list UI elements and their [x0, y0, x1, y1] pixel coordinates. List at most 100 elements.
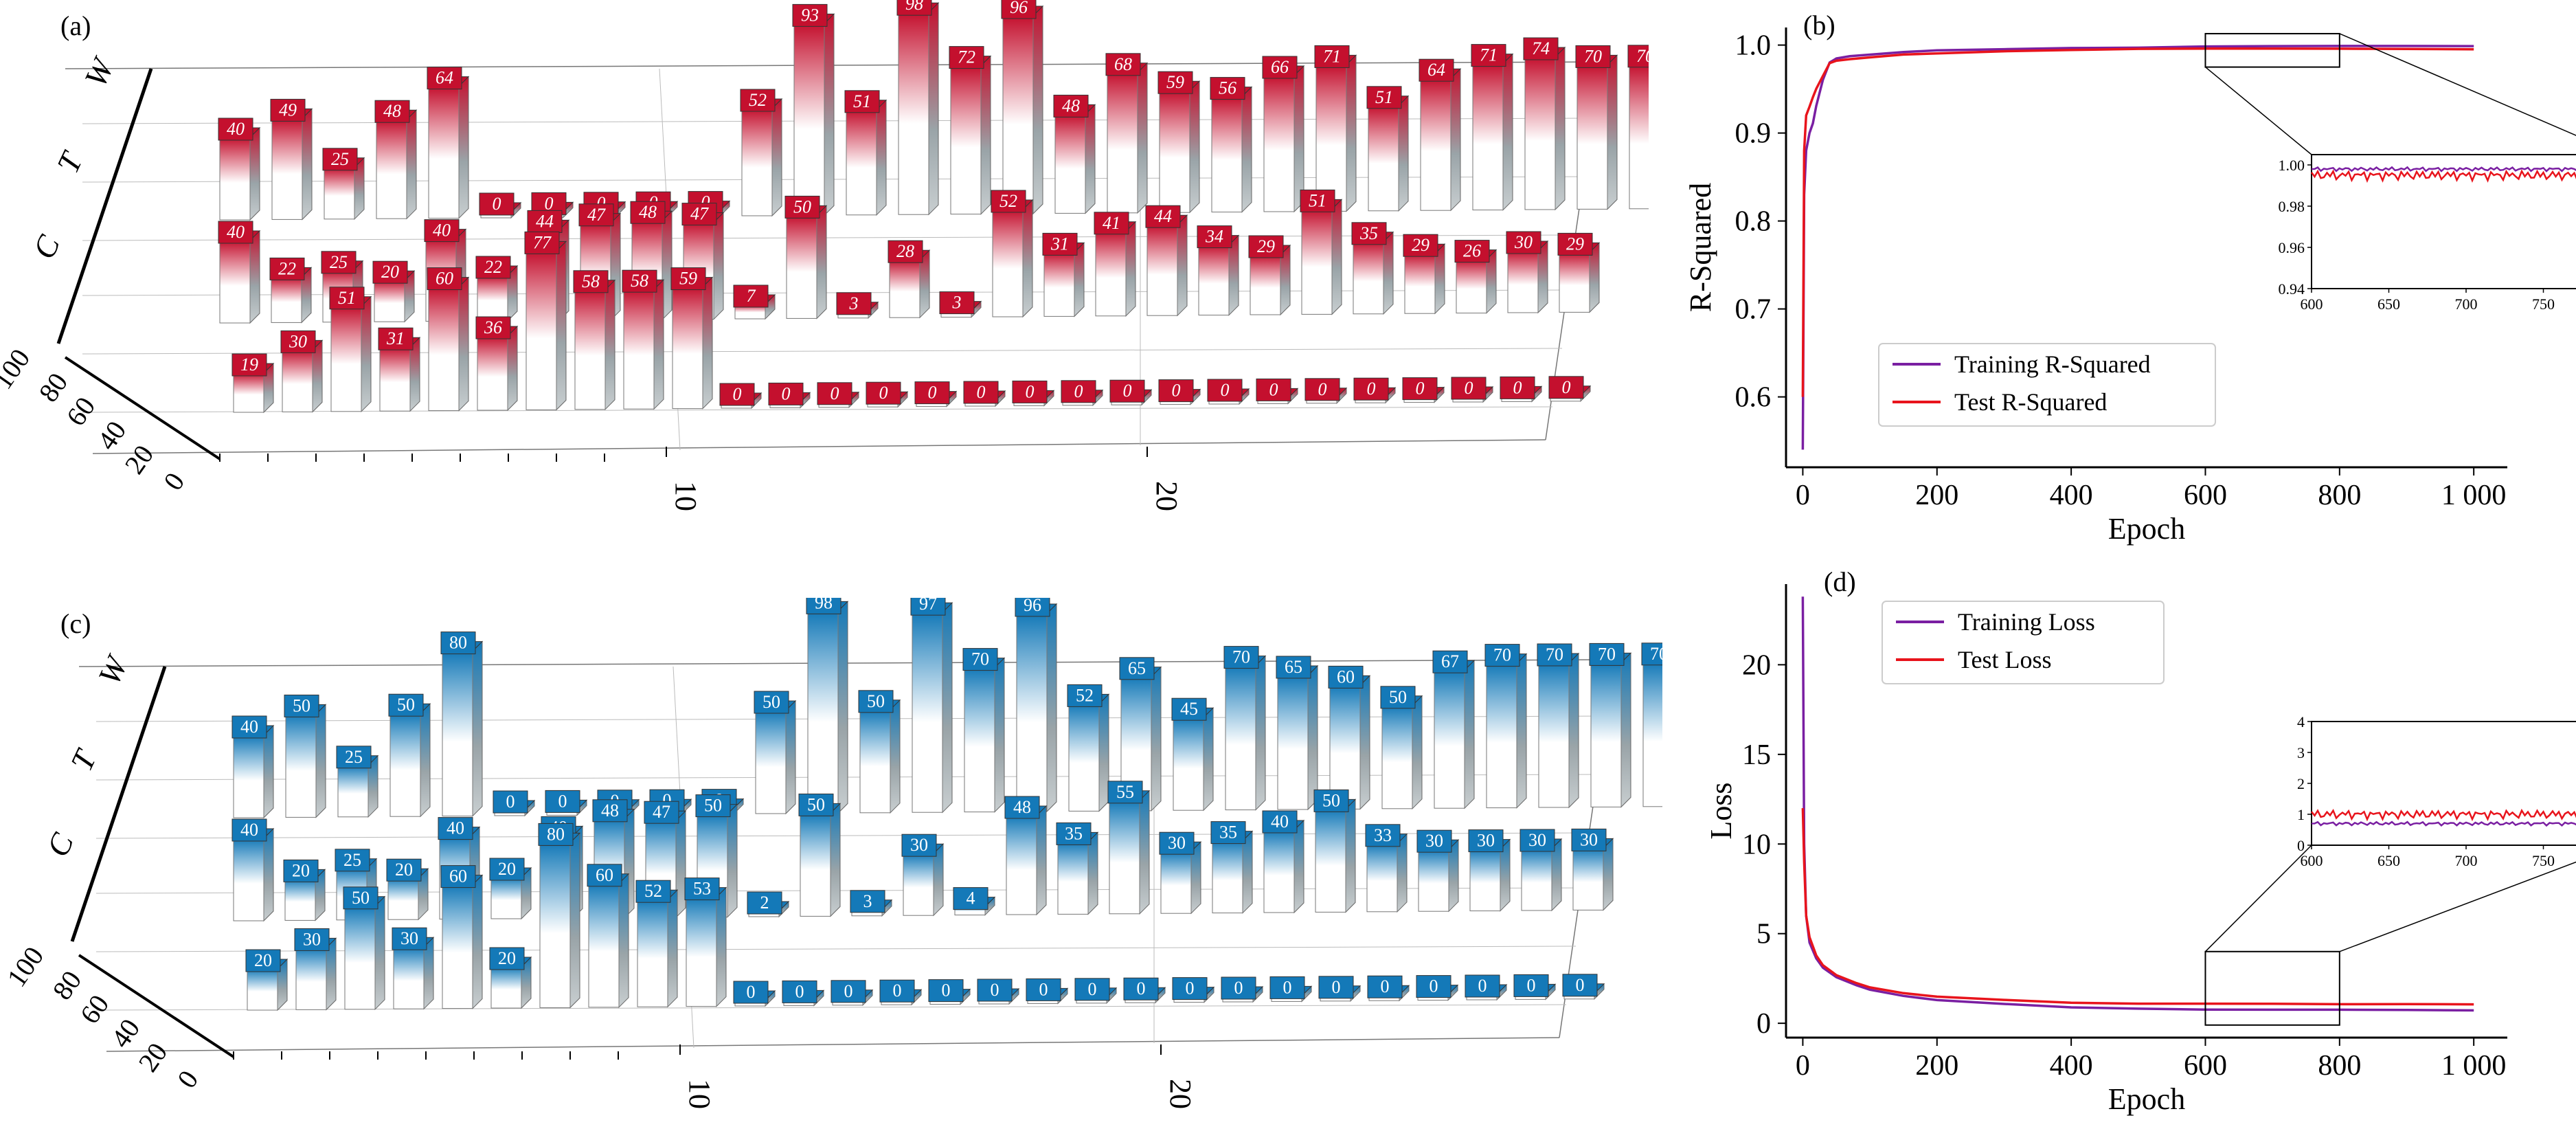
bar-front: [1591, 662, 1621, 807]
bar-front: [1161, 851, 1191, 913]
bar: 0: [545, 790, 587, 815]
z-tick-label: 0: [171, 1064, 204, 1093]
bar: 50: [785, 196, 826, 318]
bar: 52: [636, 880, 677, 1007]
inset-axes: 6006507007508000.940.960.981.00: [2279, 155, 2576, 313]
bar-front: [673, 287, 703, 409]
bar-value-label: 40: [447, 818, 464, 838]
bar-value-label: 0: [893, 981, 902, 1001]
inset-x-tick-label: 600: [2301, 295, 2323, 313]
row-label-T: T: [50, 145, 90, 178]
bar: 0: [817, 383, 859, 407]
bar: 0: [1514, 974, 1555, 999]
bar-value-label: 70: [1546, 645, 1563, 664]
bar-value-label: 2: [760, 893, 769, 913]
bar: 40: [232, 819, 273, 921]
bar-side: [1138, 63, 1147, 213]
inset-y-tick-label: 2: [2297, 775, 2305, 792]
bar-front: [1055, 114, 1085, 213]
bar-side: [375, 897, 385, 1009]
bar-value-label: 58: [582, 271, 600, 291]
bar: 49: [271, 99, 312, 219]
bar: 30: [902, 834, 943, 915]
bar: 52: [1067, 684, 1109, 811]
bar-front: [1405, 254, 1435, 313]
bar-side: [703, 278, 712, 409]
bar-side: [1033, 6, 1043, 214]
bar-front: [787, 215, 817, 318]
bar-front: [1316, 65, 1346, 211]
inset-x-tick-label: 650: [2377, 295, 2400, 313]
bar-value-label: 0: [844, 981, 853, 1001]
bar-front: [742, 109, 772, 216]
z-tick-label: 40: [105, 1013, 146, 1053]
bar-front: [1302, 209, 1332, 314]
bar-value-label: 48: [1062, 96, 1080, 115]
bar-side: [556, 241, 566, 410]
inset-x-tick-label: 700: [2455, 295, 2478, 313]
bar: 0: [1416, 976, 1458, 1001]
y-axis-title: R-Squared: [1684, 183, 1717, 312]
bar-value-label: 48: [383, 101, 401, 121]
bar-value-label: 40: [433, 221, 451, 241]
bar: 52: [991, 190, 1032, 317]
panel-label: (b): [1803, 10, 1835, 41]
bar-front: [1368, 106, 1399, 211]
bar: 0: [964, 381, 1005, 406]
bar-side: [1204, 708, 1213, 810]
bar: 30: [1506, 232, 1548, 313]
bar-side: [929, 3, 938, 214]
bar-front: [1069, 704, 1099, 811]
bar-value-label: 30: [910, 835, 928, 855]
bar-value-label: 50: [867, 691, 885, 711]
bar-front: [1264, 76, 1294, 212]
bar-front: [1212, 841, 1243, 913]
bar-value-label: 22: [278, 258, 296, 278]
bar-side: [772, 99, 782, 216]
bar-value-label: 51: [338, 288, 356, 308]
x-tick-label: 20: [1150, 481, 1184, 511]
bar-front: [1419, 849, 1449, 911]
front-edge: [93, 440, 1546, 454]
bar: 30: [1160, 832, 1201, 913]
bar-value-label: 66: [1271, 57, 1289, 77]
bar: 0: [1563, 974, 1604, 999]
x-tick-label: 10: [669, 481, 703, 511]
bar-front: [993, 210, 1023, 317]
bar: 50: [284, 695, 326, 817]
bar: 0: [1256, 379, 1298, 403]
bar: 50: [1381, 686, 1422, 809]
bar: 30: [1469, 830, 1510, 911]
bar: 50: [754, 691, 795, 814]
bar-front: [1573, 848, 1603, 910]
inset-y-tick-label: 1.00: [2279, 157, 2305, 174]
bar-value-label: 74: [1532, 38, 1550, 58]
bar-row-W: 4049254864000005293519872964868595666715…: [218, 0, 1649, 220]
bar: 0: [866, 382, 907, 407]
chart-a-3d-bars: WTC0204060801001020404925486400000529351…: [0, 0, 1649, 536]
bar-front: [1107, 73, 1138, 213]
bar-value-label: 30: [1528, 830, 1546, 850]
bar-value-label: 93: [801, 5, 819, 25]
bar-value-label: 35: [1219, 823, 1237, 842]
bar-value-label: 0: [1234, 978, 1243, 998]
bar-value-label: 36: [484, 317, 502, 337]
bar-side: [264, 726, 273, 818]
bar-side: [570, 833, 580, 1007]
bar: 0: [880, 980, 921, 1005]
x-tick-label: 20: [1164, 1079, 1197, 1109]
bar-value-label: 30: [1580, 829, 1598, 849]
bar-side: [1346, 799, 1355, 912]
z-tick-label: 20: [133, 1037, 174, 1077]
bar-value-label: 20: [395, 860, 413, 880]
bar-value-label: 0: [1137, 979, 1146, 998]
bar: 31: [379, 328, 420, 411]
inset-y-tick-label: 0.96: [2279, 239, 2305, 256]
bar: 3: [850, 891, 892, 916]
bar-value-label: 52: [1076, 685, 1094, 705]
x-tick-label: 800: [2318, 480, 2361, 511]
row-label-C: C: [40, 827, 81, 862]
bar-side: [1256, 656, 1265, 810]
